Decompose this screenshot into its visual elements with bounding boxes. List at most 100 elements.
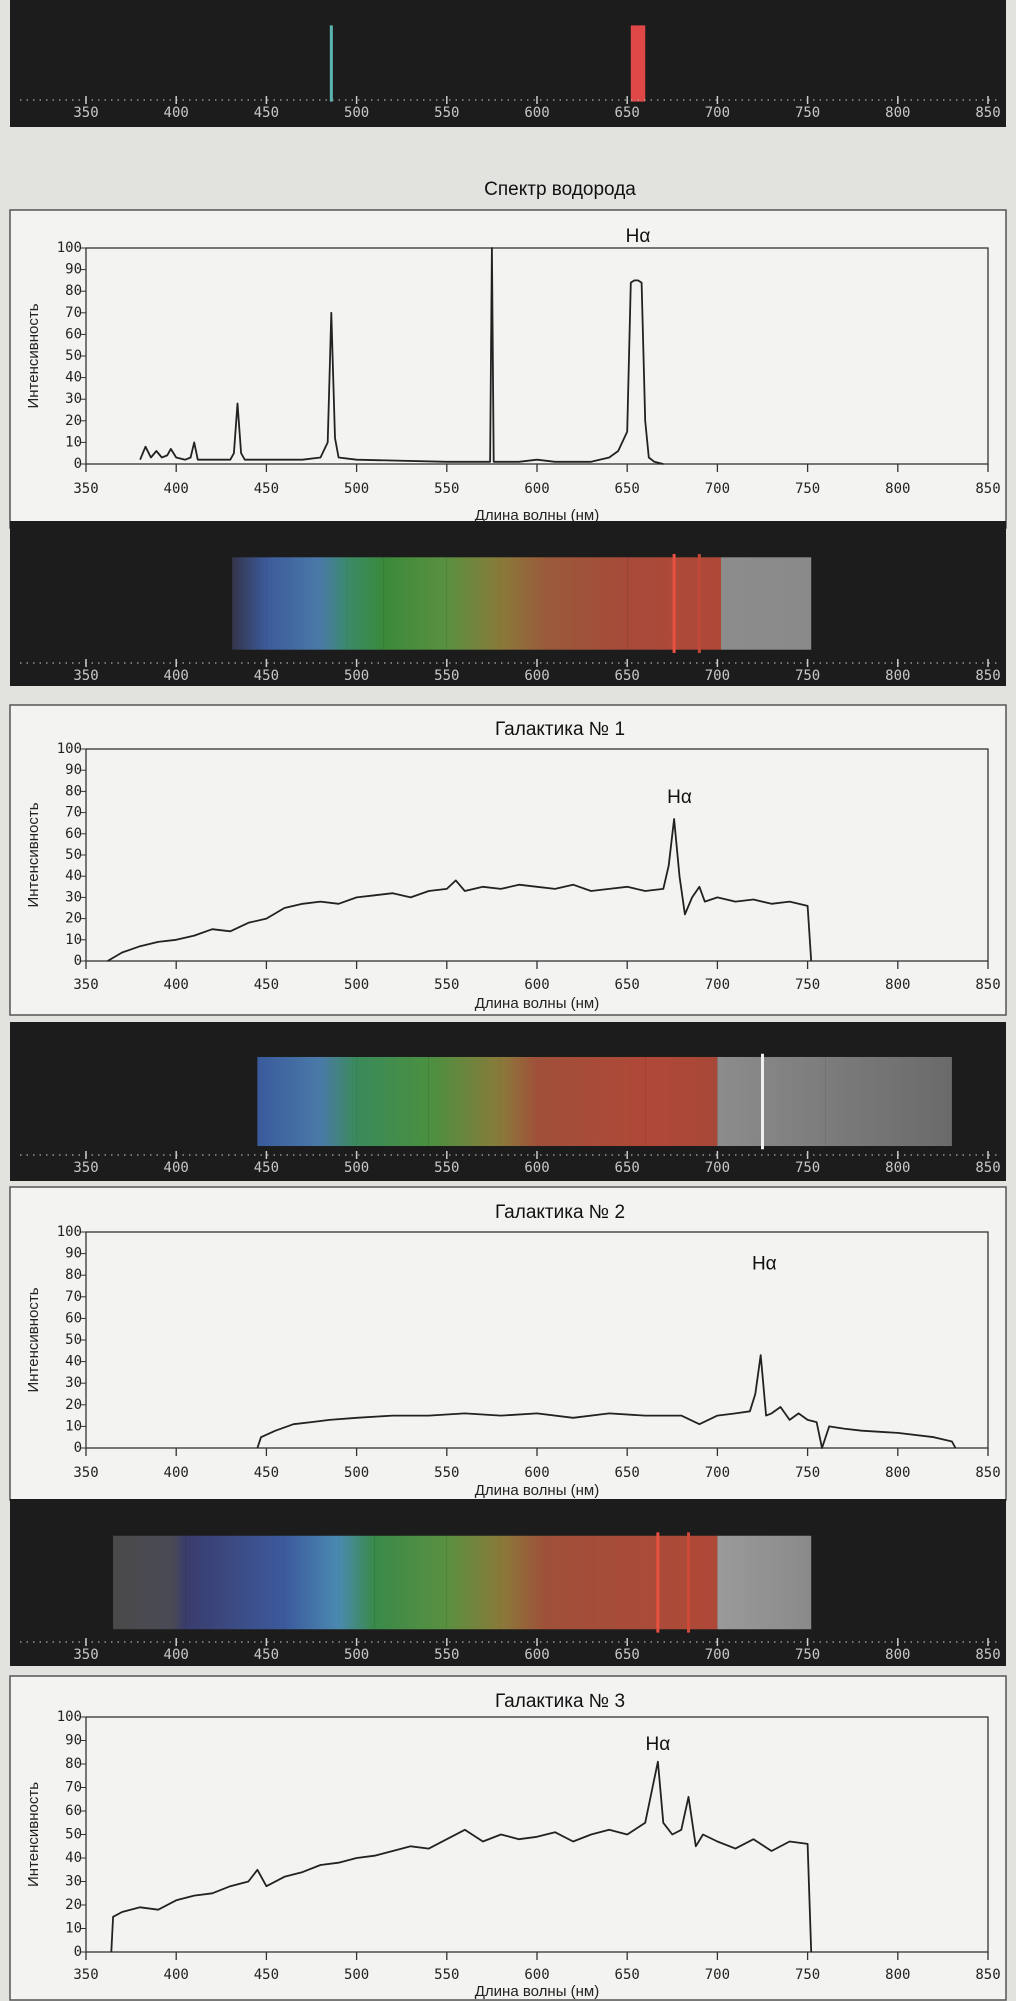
- y-tick-label: 40: [65, 370, 82, 386]
- strip-tick-label: 350: [73, 1160, 98, 1176]
- spectrum-segment: [113, 1536, 173, 1630]
- x-tick-label: 500: [344, 1465, 369, 1481]
- spectrum-segment: [429, 1057, 501, 1146]
- x-tick-label: 550: [434, 1465, 459, 1481]
- strip-tick-label: 700: [705, 1160, 730, 1176]
- x-tick-label: 450: [254, 977, 279, 993]
- spectrum-segment: [645, 1057, 717, 1146]
- y-tick-label: 0: [74, 456, 82, 472]
- chart-title: Спектр водорода: [484, 179, 636, 200]
- spectrum-segment: [357, 1057, 429, 1146]
- y-tick-label: 70: [65, 1289, 82, 1305]
- y-tick-label: 40: [65, 1850, 82, 1866]
- y-tick-label: 100: [57, 1224, 82, 1240]
- y-axis-label: Интенсивность: [25, 802, 42, 907]
- figure: 350400450500550600650700750800850Спектр …: [0, 0, 1016, 2001]
- x-tick-label: 600: [524, 481, 549, 497]
- strip-tick-label: 800: [885, 105, 910, 121]
- strip-tick-label: 450: [254, 105, 279, 121]
- y-axis-label: Интенсивность: [25, 1287, 42, 1392]
- y-tick-label: 80: [65, 1267, 82, 1283]
- y-tick-label: 50: [65, 348, 82, 364]
- strip-tick-label: 850: [975, 1160, 1000, 1176]
- spectrum-segment: [173, 1536, 186, 1630]
- y-tick-label: 70: [65, 305, 82, 321]
- strip-tick-label: 600: [524, 105, 549, 121]
- x-tick-label: 400: [164, 1967, 189, 1983]
- x-tick-label: 450: [254, 1465, 279, 1481]
- y-tick-label: 90: [65, 1246, 82, 1262]
- spectrum-segment: [546, 1536, 717, 1630]
- x-tick-label: 850: [975, 481, 1000, 497]
- y-tick-label: 0: [74, 953, 82, 969]
- x-tick-label: 850: [975, 1465, 1000, 1481]
- y-tick-label: 50: [65, 847, 82, 863]
- spectrum-segment: [447, 1536, 501, 1630]
- y-tick-label: 60: [65, 326, 82, 342]
- spectrum-segment: [721, 557, 811, 649]
- strip-tick-label: 650: [615, 668, 640, 684]
- y-tick-label: 100: [57, 1709, 82, 1725]
- y-tick-label: 90: [65, 1733, 82, 1749]
- y-tick-label: 70: [65, 805, 82, 821]
- strip-tick-label: 350: [73, 668, 98, 684]
- x-tick-label: 550: [434, 481, 459, 497]
- x-tick-label: 550: [434, 977, 459, 993]
- x-tick-label: 400: [164, 481, 189, 497]
- strip-tick-label: 850: [975, 1647, 1000, 1663]
- spectrum-segment: [384, 557, 447, 649]
- strip-tick-label: 600: [524, 668, 549, 684]
- spectrum-segment: [321, 1057, 357, 1146]
- x-axis-label: Длина волны (нм): [475, 1983, 599, 2000]
- y-tick-label: 20: [65, 1897, 82, 1913]
- y-tick-label: 10: [65, 932, 82, 948]
- strip-tick-label: 500: [344, 1647, 369, 1663]
- annotation: Hα: [646, 1734, 671, 1755]
- y-axis-label: Интенсивность: [25, 1782, 42, 1887]
- chart-box: [10, 210, 1006, 528]
- chart-title: Галактика № 1: [495, 719, 625, 740]
- y-tick-label: 30: [65, 1874, 82, 1890]
- y-tick-label: 80: [65, 1756, 82, 1772]
- strip-tick-label: 800: [885, 668, 910, 684]
- strip-tick-label: 450: [254, 1160, 279, 1176]
- y-tick-label: 20: [65, 1397, 82, 1413]
- chart-box: [10, 1187, 1006, 1500]
- y-tick-label: 0: [74, 1440, 82, 1456]
- spectrum-segment: [717, 1057, 825, 1146]
- strip-tick-label: 800: [885, 1647, 910, 1663]
- spectrum-segment: [546, 557, 627, 649]
- y-tick-label: 20: [65, 911, 82, 927]
- strip-tick-label: 750: [795, 105, 820, 121]
- y-tick-label: 60: [65, 1310, 82, 1326]
- y-tick-label: 50: [65, 1827, 82, 1843]
- strip-tick-label: 700: [705, 105, 730, 121]
- y-tick-label: 0: [74, 1944, 82, 1960]
- spectrum-segment: [447, 557, 501, 649]
- spectrum-segment: [266, 557, 320, 649]
- strip-tick-label: 550: [434, 1647, 459, 1663]
- spectrum-segment: [717, 1536, 811, 1630]
- strip-tick-label: 500: [344, 1160, 369, 1176]
- y-tick-label: 30: [65, 889, 82, 905]
- x-tick-label: 600: [524, 1967, 549, 1983]
- y-tick-label: 40: [65, 1354, 82, 1370]
- strip-tick-label: 650: [615, 105, 640, 121]
- strip-tick-label: 600: [524, 1647, 549, 1663]
- annotation: Hα: [667, 787, 692, 808]
- strip-tick-label: 350: [73, 1647, 98, 1663]
- spectrum-segment: [501, 1057, 537, 1146]
- y-tick-label: 70: [65, 1780, 82, 1796]
- x-tick-label: 600: [524, 1465, 549, 1481]
- y-tick-label: 30: [65, 1375, 82, 1391]
- spectrum-segment: [232, 557, 266, 649]
- strip-tick-label: 550: [434, 105, 459, 121]
- y-tick-label: 90: [65, 762, 82, 778]
- spectrum-segment: [257, 1057, 320, 1146]
- y-tick-label: 10: [65, 434, 82, 450]
- strip-tick-label: 500: [344, 105, 369, 121]
- strip-tick-label: 450: [254, 668, 279, 684]
- strip-tick-label: 850: [975, 668, 1000, 684]
- strip-tick-label: 800: [885, 1160, 910, 1176]
- strip-tick-label: 700: [705, 1647, 730, 1663]
